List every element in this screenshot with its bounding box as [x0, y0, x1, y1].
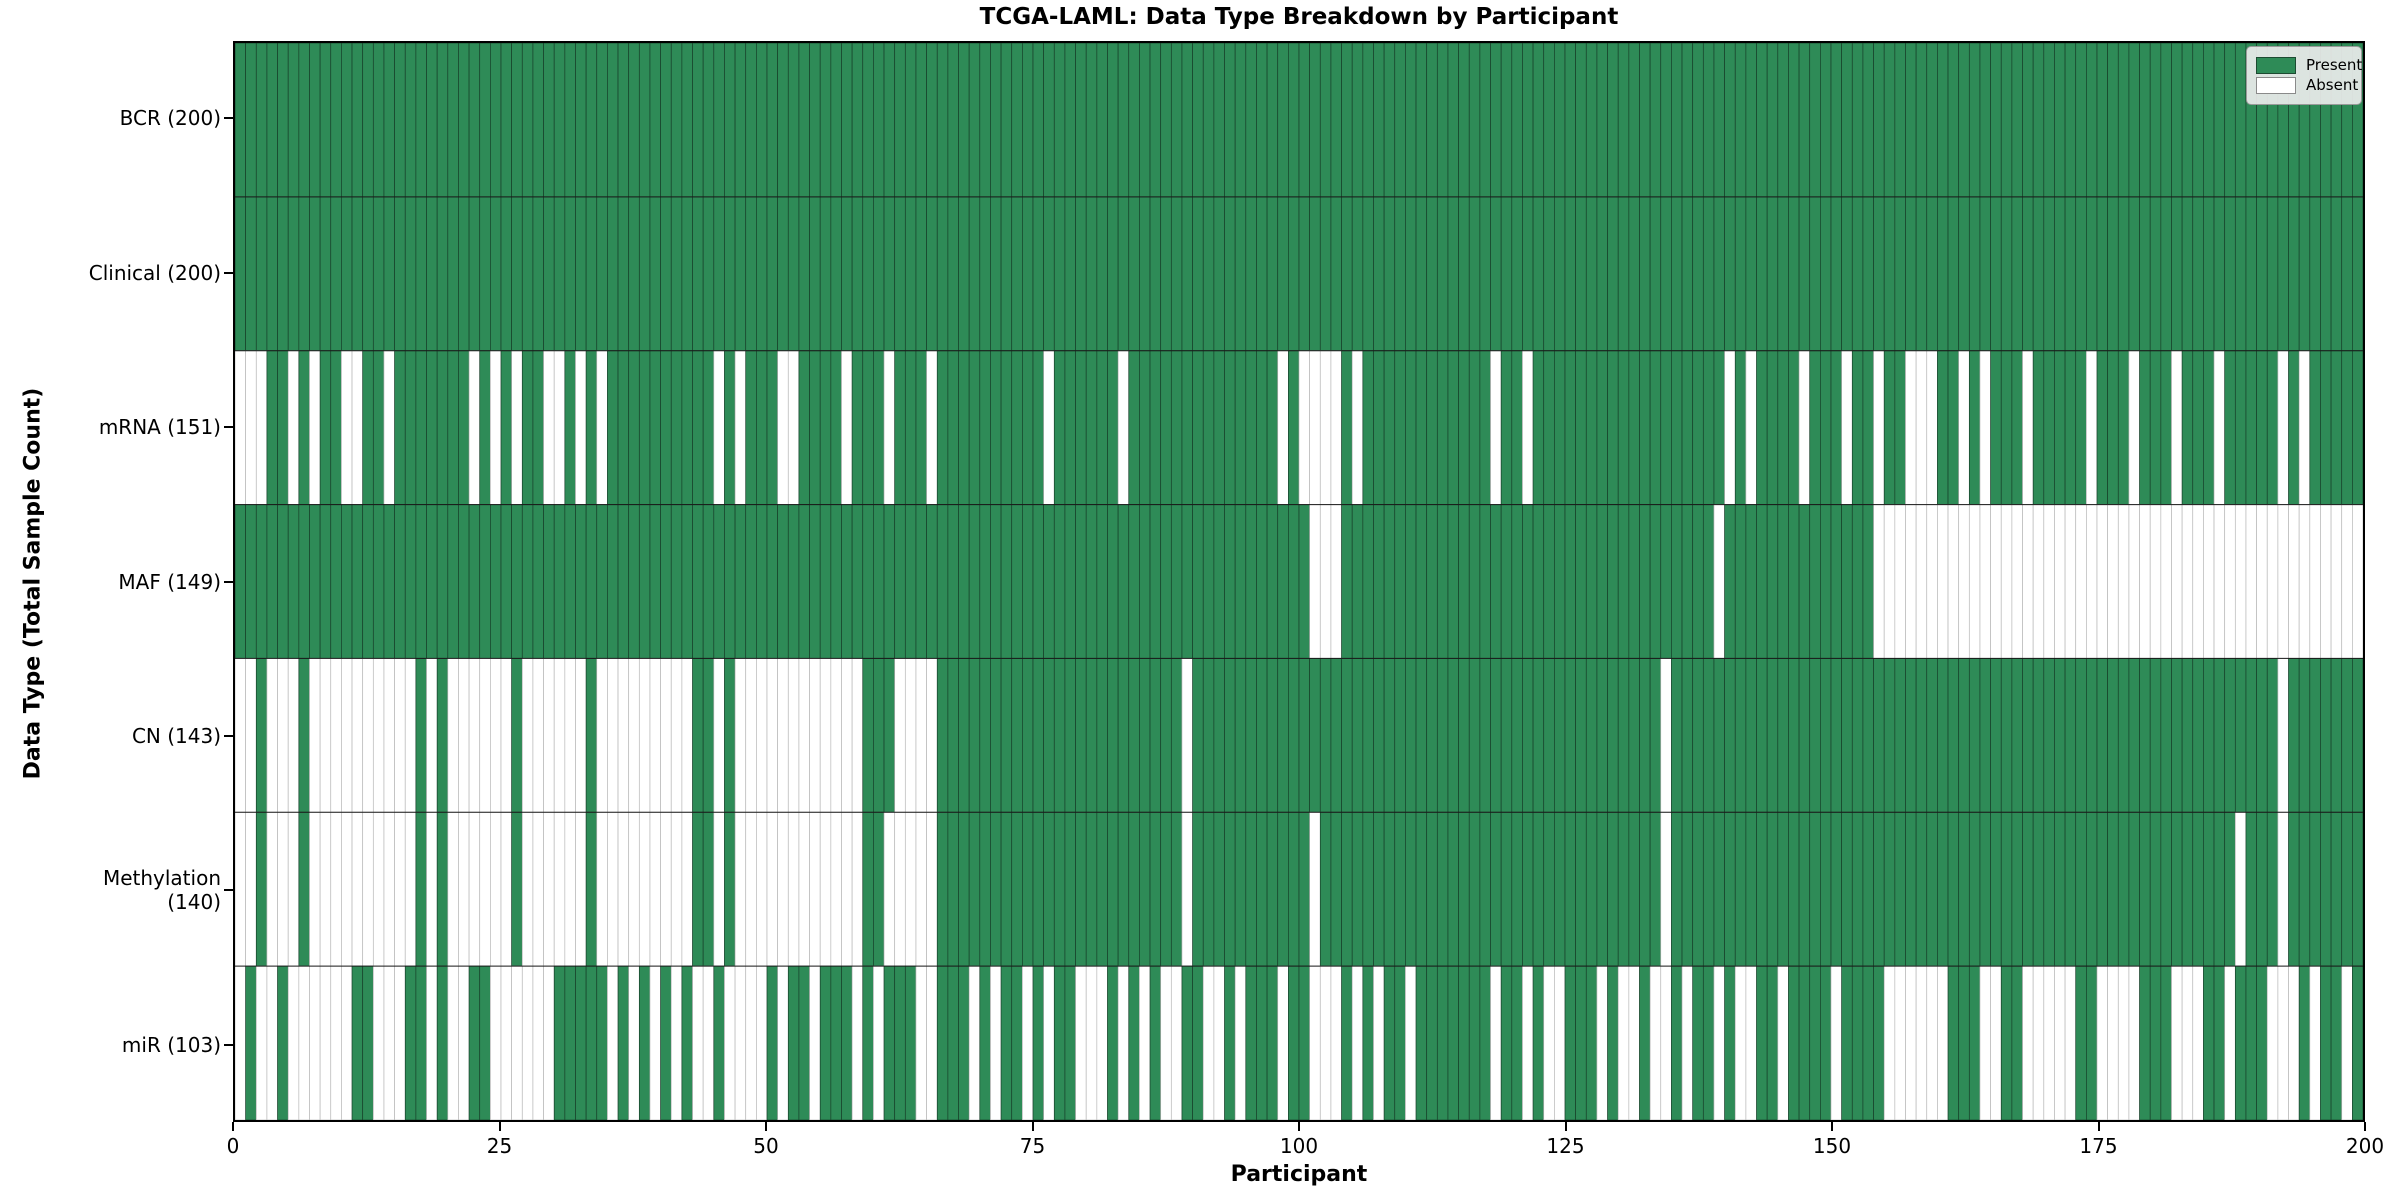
legend-entry-present: Present — [2256, 57, 2362, 74]
y-tick-label: Methylation (140) — [102, 866, 221, 915]
x-tick-label: 125 — [1546, 1134, 1585, 1158]
y-tick-mark — [224, 889, 233, 892]
legend-present-label: Present — [2306, 56, 2363, 74]
y-tick-mark — [224, 426, 233, 429]
x-axis-label: Participant — [1230, 1162, 1368, 1187]
x-tick-label: 200 — [2345, 1134, 2385, 1158]
x-tick-mark — [498, 1122, 501, 1131]
chart-title: TCGA-LAML: Data Type Breakdown by Partic… — [979, 4, 1619, 30]
y-tick-mark — [224, 580, 233, 583]
y-tick-label: CN (143) — [131, 723, 221, 748]
y-tick-mark — [224, 734, 233, 737]
x-tick-label: 50 — [753, 1134, 779, 1158]
x-tick-mark — [2097, 1122, 2100, 1131]
x-tick-mark — [1564, 1122, 1567, 1131]
y-tick-label: miR (103) — [121, 1032, 221, 1057]
present-swatch-icon — [2256, 57, 2296, 74]
x-tick-label: 75 — [1019, 1134, 1046, 1158]
y-axis-label: Data Type (Total Sample Count) — [20, 387, 46, 780]
x-tick-mark — [1031, 1122, 1034, 1131]
legend: Present Absent — [2246, 46, 2362, 105]
y-tick-label: BCR (200) — [119, 106, 221, 131]
heatmap-plot-area — [233, 41, 2365, 1122]
legend-absent-label: Absent — [2306, 76, 2359, 94]
y-tick-label: Clinical (200) — [88, 260, 221, 285]
x-tick-label: 0 — [226, 1134, 240, 1158]
x-tick-mark — [765, 1122, 767, 1131]
heatmap-cells — [235, 43, 2363, 1120]
y-tick-label: mRNA (151) — [98, 415, 221, 440]
y-tick-mark — [224, 271, 233, 274]
x-tick-label: 100 — [1279, 1134, 1319, 1158]
absent-swatch-icon — [2256, 77, 2296, 94]
legend-entry-absent: Absent — [2256, 77, 2358, 94]
x-tick-label: 25 — [486, 1134, 513, 1158]
x-tick-mark — [232, 1122, 234, 1131]
y-tick-label: MAF (149) — [118, 569, 221, 594]
x-tick-label: 150 — [1812, 1134, 1852, 1158]
y-tick-mark — [224, 1043, 233, 1046]
y-tick-mark — [224, 117, 233, 120]
x-tick-mark — [1298, 1122, 1300, 1131]
x-tick-label: 175 — [2079, 1134, 2118, 1158]
x-tick-mark — [1831, 1122, 1833, 1131]
x-tick-mark — [2364, 1122, 2366, 1131]
